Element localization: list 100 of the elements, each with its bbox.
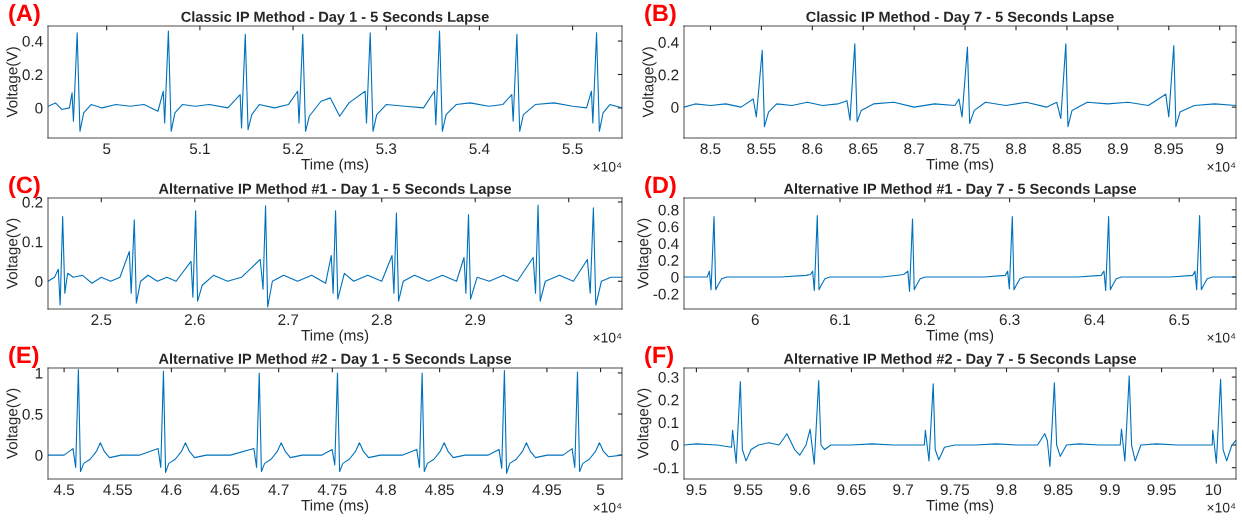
x-tick-label: 9.5: [686, 484, 707, 496]
x-axis-title: Time (ms): [301, 499, 369, 514]
x-tick-label: 9.9: [1099, 484, 1120, 496]
x-axis-title: Time (ms): [926, 158, 994, 173]
x-tick-label: 2.8: [371, 314, 392, 326]
x-tick-label: 5.5: [562, 143, 583, 155]
y-tick-label: 0.6: [658, 221, 679, 233]
text: (B): [645, 4, 676, 26]
chart-title: Alternative IP Method #1 - Day 1 - 5 Seconds Lapse: [158, 183, 512, 197]
x-tick-label: 4.6: [161, 484, 182, 496]
x-tick-label: 4.5: [53, 484, 75, 496]
x-tick-label: 8.85: [1052, 143, 1082, 155]
x-tick-label: 4.75: [317, 484, 347, 496]
y-tick-label: 0.5: [22, 408, 43, 420]
x-tick-label: 10: [1205, 484, 1222, 496]
x-tick-label: 4.7: [268, 484, 289, 495]
text: (A): [9, 4, 40, 26]
x-tick-label: 2.6: [184, 314, 205, 326]
chart-title: Alternative IP Method #1 - Day 7 - 5 Seconds Lapse: [783, 183, 1137, 197]
line-series: [684, 215, 1236, 292]
x-tick-label: 9.95: [1147, 484, 1176, 496]
x-tick-label: 8.95: [1154, 143, 1184, 155]
chart-title: Classic IP Method - Day 1 - 5 Seconds Lapse: [181, 11, 489, 25]
x-tick-label: 9.6: [789, 484, 810, 496]
x-tick-label: 8.8: [1006, 143, 1026, 155]
x-axis-title: Time (ms): [926, 499, 994, 514]
x-tick-label: 4.65: [210, 484, 240, 496]
text: ×10⁴: [1207, 332, 1236, 343]
x-tick-label: 9.85: [1044, 484, 1073, 496]
y-tick-label: 0.2: [658, 394, 679, 406]
x-tick-label: 9.65: [837, 484, 866, 496]
text: ×10⁴: [1207, 161, 1236, 172]
x-tick-label: 8.55: [747, 143, 776, 155]
x-tick-label: 4.85: [425, 484, 454, 496]
x-tick-label: 6.1: [830, 314, 850, 326]
y-tick-label: 0.2: [22, 196, 43, 208]
chart-title: Classic IP Method - Day 7 - 5 Seconds Lapse: [806, 11, 1114, 25]
x-tick-label: 6: [751, 314, 759, 326]
text: (D): [645, 175, 676, 198]
x-tick-label: 2.5: [91, 314, 112, 326]
y-tick-label: 0.4: [22, 35, 43, 47]
y-tick-label: -0.2: [653, 288, 679, 300]
y-tick-label: 0: [671, 271, 679, 283]
y-axis-title: Voltage(V): [637, 218, 652, 290]
text: (C): [9, 175, 40, 198]
x-tick-label: 2.7: [278, 314, 299, 325]
y-axis-title: Voltage(V): [6, 388, 21, 460]
x-tick-label: 8.7: [904, 143, 925, 155]
x-tick-label: 9.7: [893, 484, 913, 496]
y-tick-label: 0.8: [658, 204, 679, 216]
x-tick-label: 9.8: [996, 484, 1017, 496]
y-tick-label: 1: [35, 367, 43, 379]
y-tick-label: 0.2: [658, 255, 679, 266]
y-tick-label: 0.1: [658, 417, 679, 429]
y-tick-label: 0.3: [658, 371, 679, 383]
y-axis-title: Voltage(V): [642, 47, 657, 118]
x-tick-label: 8.5: [700, 143, 721, 155]
y-tick-label: 0: [35, 276, 43, 287]
x-tick-label: 6.2: [914, 314, 935, 326]
y-axis-title: Voltage(V): [6, 218, 21, 290]
x-tick-label: 5.4: [469, 143, 490, 155]
x-tick-label: 8.65: [849, 143, 878, 155]
x-tick-label: 2.9: [465, 314, 486, 326]
x-tick-label: 6.4: [1084, 314, 1105, 326]
y-tick-label: -0.1: [653, 462, 679, 474]
x-tick-label: 8.6: [802, 143, 823, 155]
line-series: [684, 43, 1236, 128]
line-series: [684, 375, 1236, 468]
text: ×10⁴: [593, 502, 622, 513]
x-tick-label: 5.3: [376, 143, 397, 155]
x-tick-label: 8.9: [1107, 143, 1128, 155]
y-tick-label: 0.2: [22, 69, 43, 81]
text: ×10⁴: [593, 161, 622, 172]
x-axis-title: Time (ms): [926, 329, 994, 344]
chart-title: Alternative IP Method #2 - Day 7 - 5 Seconds Lapse: [783, 353, 1137, 367]
x-tick-label: 5: [103, 143, 111, 155]
y-axis-title: Voltage(V): [6, 47, 21, 118]
y-tick-label: 0.1: [22, 236, 43, 248]
x-tick-label: 4.9: [482, 484, 504, 496]
x-tick-label: 6.3: [999, 314, 1020, 326]
x-tick-label: 4.55: [103, 484, 132, 496]
y-tick-label: 0: [35, 450, 43, 461]
y-tick-label: 0.2: [658, 69, 679, 81]
x-tick-label: 9.55: [733, 484, 763, 496]
y-tick-label: 0.4: [658, 37, 679, 48]
y-tick-label: 0: [671, 439, 679, 451]
x-tick-label: 9.75: [940, 484, 970, 496]
line-series: [48, 30, 622, 132]
text: (F): [645, 346, 673, 369]
y-tick-label: 0.4: [658, 238, 679, 250]
y-axis-title: Voltage(V): [637, 388, 652, 460]
x-tick-label: 9: [1216, 143, 1224, 155]
x-axis-title: Time (ms): [301, 329, 369, 344]
x-tick-label: 8.75: [950, 143, 980, 155]
x-tick-label: 6.5: [1169, 314, 1190, 326]
x-tick-label: 4.95: [532, 484, 562, 496]
x-tick-label: 4.8: [375, 484, 396, 496]
chart-title: Alternative IP Method #2 - Day 1 - 5 Seconds Lapse: [158, 353, 512, 367]
x-tick-label: 5: [596, 484, 605, 496]
y-tick-label: 0: [35, 102, 43, 114]
